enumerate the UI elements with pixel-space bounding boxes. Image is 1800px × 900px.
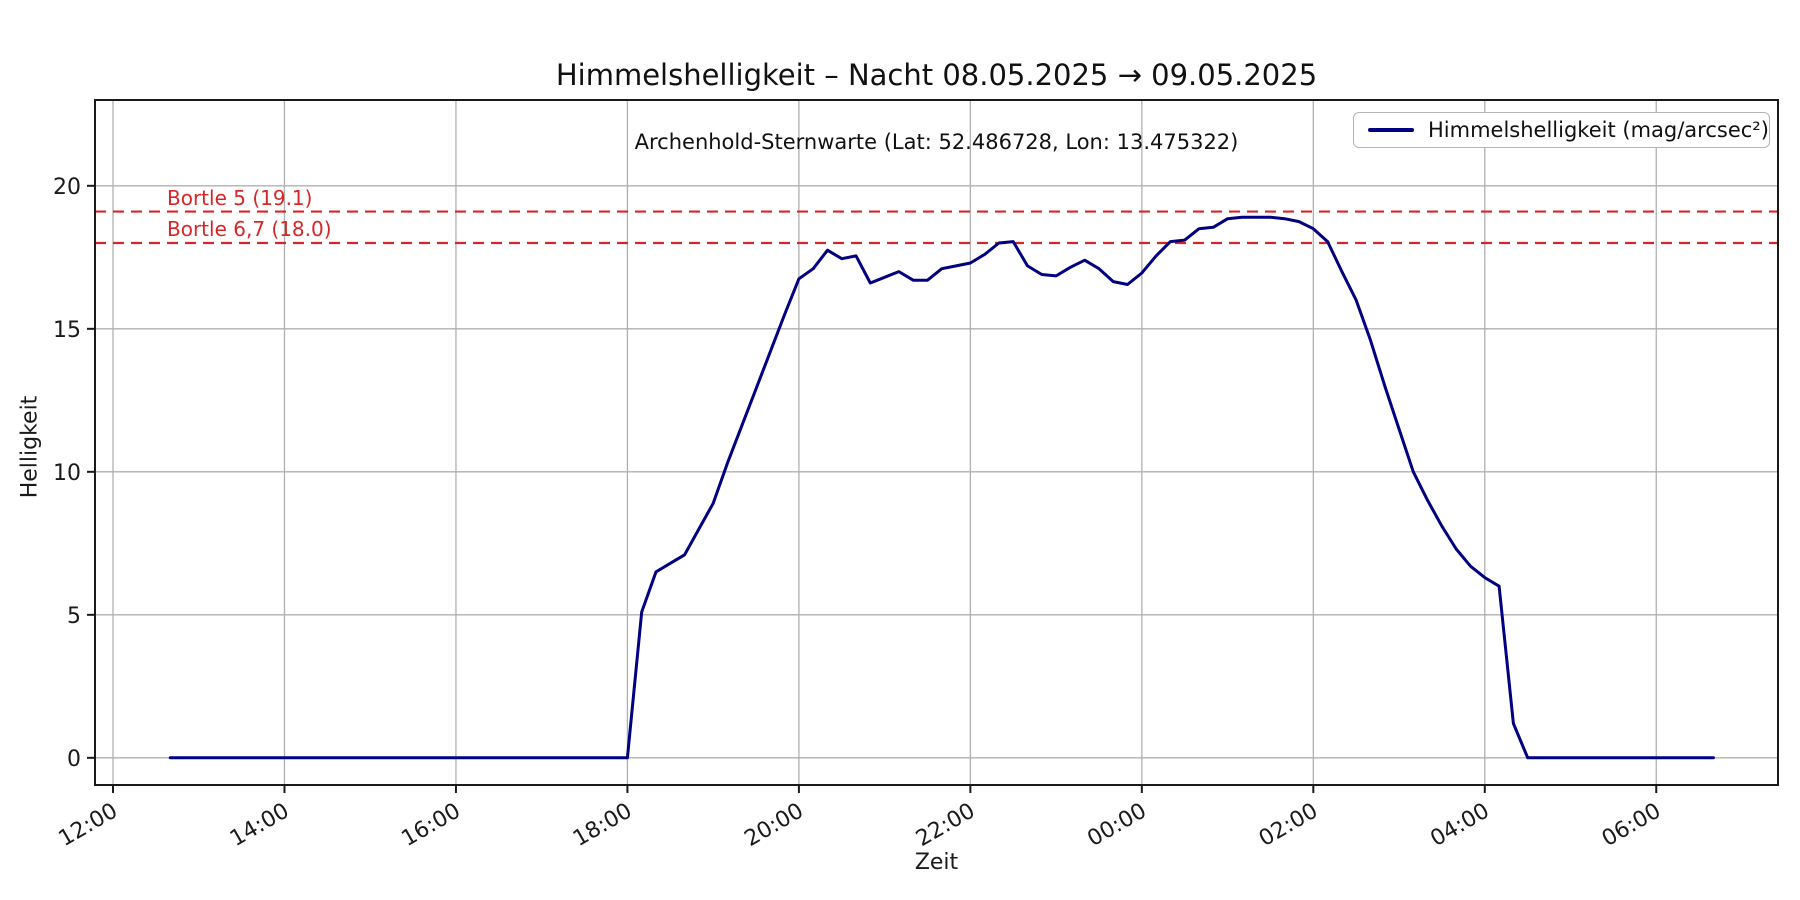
series-line bbox=[168, 215, 1715, 760]
y-tick-label: 20 bbox=[53, 175, 81, 200]
y-tick-label: 10 bbox=[53, 461, 81, 486]
legend: Himmelshelligkeit (mag/arcsec²) bbox=[1353, 112, 1770, 148]
reference-line-label-bortle67: Bortle 6,7 (18.0) bbox=[167, 217, 332, 241]
plot-background bbox=[95, 100, 1778, 785]
y-tick-label: 5 bbox=[67, 604, 81, 629]
y-axis-label: Helligkeit bbox=[17, 395, 43, 499]
legend-line-sample bbox=[1368, 128, 1414, 132]
x-axis-label: Zeit bbox=[914, 850, 959, 875]
plot-border bbox=[94, 99, 1779, 786]
reference-line-label-bortle5: Bortle 5 (19.1) bbox=[167, 186, 313, 210]
y-tick-label: 15 bbox=[53, 318, 81, 343]
y-tick-label: 0 bbox=[67, 747, 81, 772]
chart-title: Himmelshelligkeit – Nacht 08.05.2025 → 0… bbox=[555, 58, 1318, 92]
legend-label: Himmelshelligkeit (mag/arcsec²) bbox=[1428, 118, 1769, 142]
chart-subtitle: Archenhold-Sternwarte (Lat: 52.486728, L… bbox=[634, 130, 1239, 154]
